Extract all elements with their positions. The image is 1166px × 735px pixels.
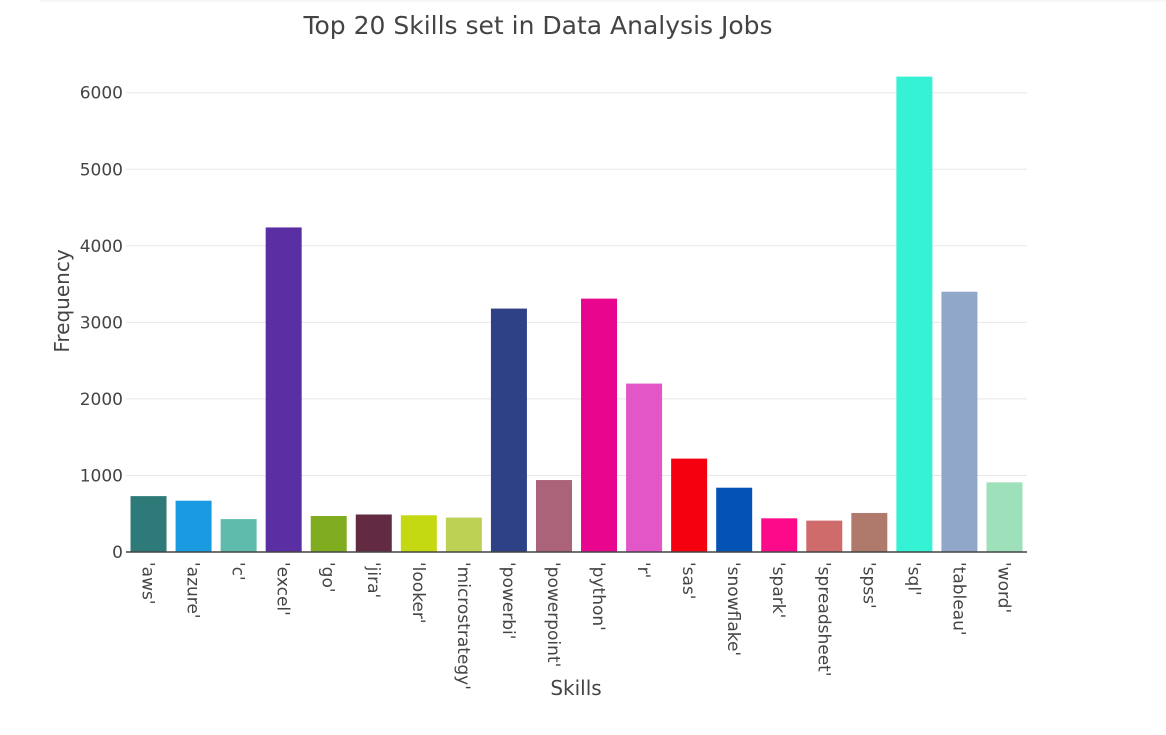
x-axis-title: Skills xyxy=(550,676,601,700)
bar xyxy=(310,516,347,552)
bar xyxy=(175,500,212,552)
x-tick-label: 'tableau' xyxy=(948,562,968,636)
x-tick-label: 'excel' xyxy=(273,562,293,616)
bar xyxy=(130,496,167,552)
bar xyxy=(716,487,753,552)
y-axis-title: Frequency xyxy=(50,249,74,352)
bar xyxy=(896,76,933,552)
x-tick-label: 'looker' xyxy=(408,562,428,624)
x-tick-label: 'jira' xyxy=(363,562,383,598)
bar xyxy=(535,480,572,552)
x-tick-label: 'r' xyxy=(633,562,653,578)
bar xyxy=(851,512,888,552)
x-tick-label: 'snowflake' xyxy=(723,562,743,656)
x-tick-label: 'sas' xyxy=(678,562,698,599)
bar xyxy=(806,520,843,552)
y-tick-label: 3000 xyxy=(80,313,123,333)
bar xyxy=(581,298,618,552)
bar xyxy=(986,482,1023,552)
bar xyxy=(761,518,798,552)
y-tick-label: 2000 xyxy=(80,390,123,410)
bar xyxy=(671,458,708,552)
bar xyxy=(490,308,527,552)
x-tick-label: 'spss' xyxy=(858,562,878,609)
x-tick-label: 'python' xyxy=(588,562,608,631)
x-tick-labels: 'aws' 'azure' 'c' 'excel' 'go' 'jira' 'looker'… xyxy=(138,562,1014,690)
gridlines xyxy=(126,92,1027,476)
x-tick-label: 'word' xyxy=(993,562,1013,613)
bar xyxy=(626,383,663,552)
x-tick-label: 'go' xyxy=(318,562,338,593)
bar xyxy=(941,291,978,552)
y-tick-label: 0 xyxy=(112,543,123,563)
x-tick-label: 'sql' xyxy=(903,562,923,596)
y-tick-labels: 0 1000 2000 3000 4000 5000 6000 xyxy=(80,84,123,563)
bar xyxy=(400,515,437,552)
x-tick-label: 'powerbi' xyxy=(498,562,518,639)
x-tick-label: 'spark' xyxy=(768,562,788,618)
bars-group xyxy=(130,76,1023,553)
x-tick-label: 'spreadsheet' xyxy=(813,562,833,677)
x-tick-label: 'aws' xyxy=(138,562,158,605)
x-tick-label: 'powerpoint' xyxy=(543,562,563,667)
y-tick-label: 1000 xyxy=(80,466,123,486)
bar xyxy=(445,517,482,552)
x-tick-label: 'microstrategy' xyxy=(453,562,473,690)
y-tick-label: 5000 xyxy=(80,160,123,180)
y-tick-label: 6000 xyxy=(80,84,123,104)
chart-title: Top 20 Skills set in Data Analysis Jobs xyxy=(302,11,772,40)
x-tick-label: 'c' xyxy=(228,562,248,581)
y-tick-label: 4000 xyxy=(80,237,123,257)
bar xyxy=(355,514,392,552)
x-tick-label: 'azure' xyxy=(183,562,203,619)
bar xyxy=(265,227,302,553)
bar xyxy=(220,519,257,552)
